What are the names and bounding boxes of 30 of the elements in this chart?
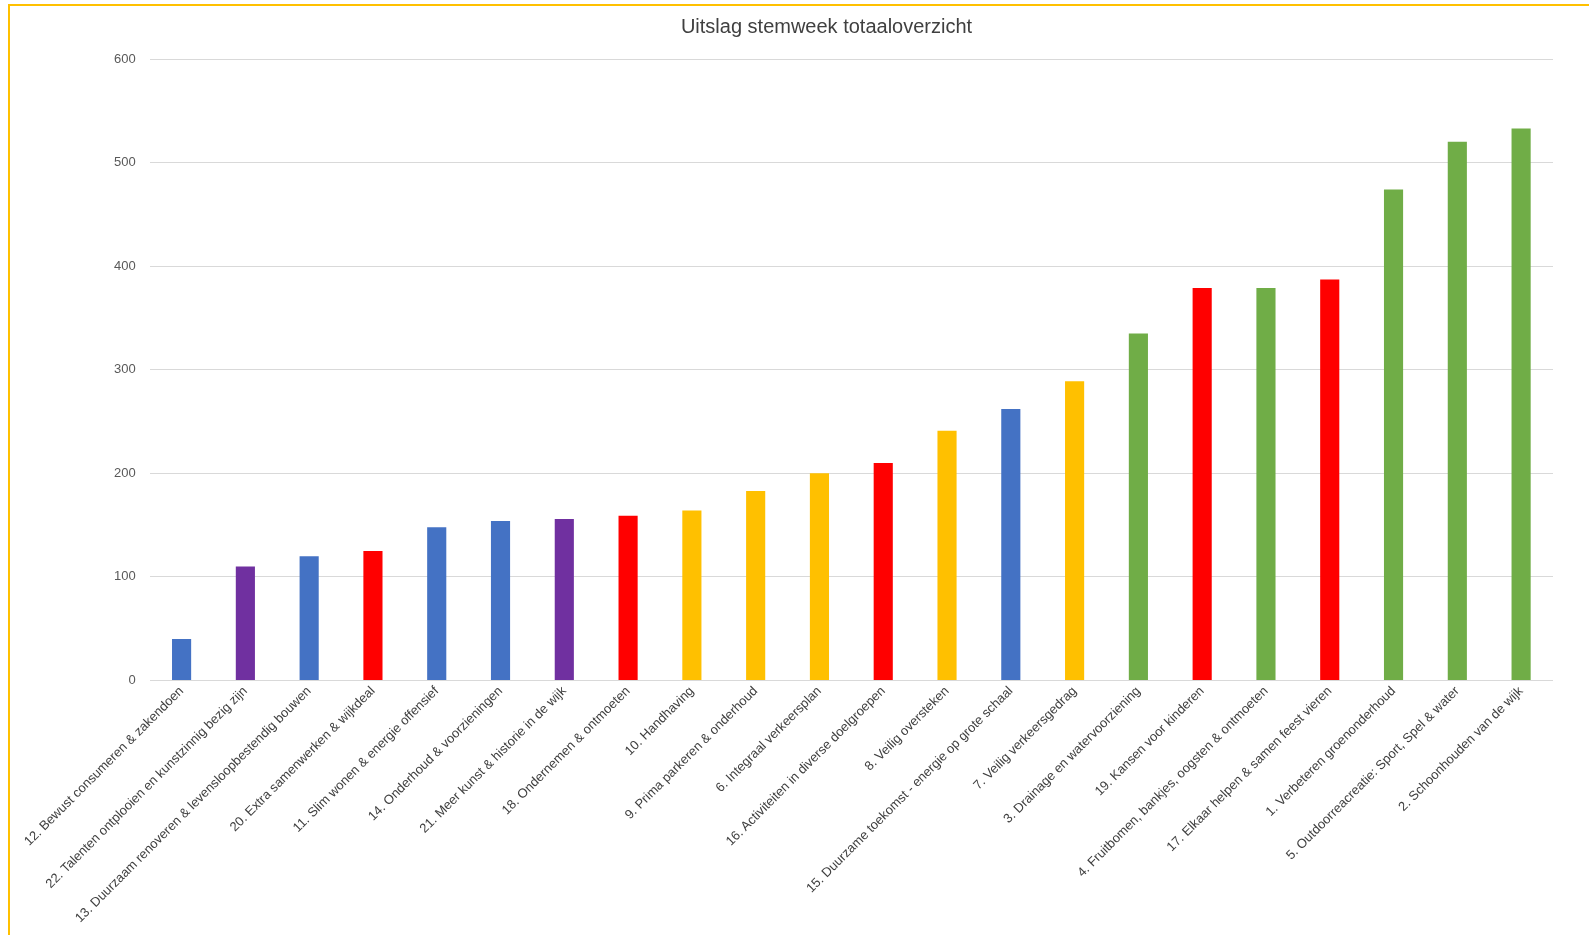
bar: [427, 527, 447, 680]
y-tick-label: 500: [113, 154, 136, 170]
bar: [1065, 381, 1085, 680]
bar: [682, 510, 702, 680]
y-tick-label: 200: [113, 464, 136, 480]
bar: [1128, 333, 1148, 680]
bar: [746, 490, 766, 680]
bar: [1320, 279, 1340, 680]
bar: [618, 515, 638, 680]
bar: [299, 556, 319, 680]
bar: [1447, 141, 1467, 680]
bar: [235, 566, 255, 680]
bar: [1001, 409, 1021, 680]
y-tick-label: 300: [113, 361, 136, 377]
bar: [1383, 189, 1404, 680]
bar: [490, 520, 511, 680]
bar: [873, 462, 893, 680]
y-tick-label: 100: [113, 568, 136, 584]
bar: [554, 518, 574, 680]
bar: [937, 430, 957, 680]
bar: [1511, 128, 1531, 680]
y-tick-label: 400: [113, 257, 136, 273]
y-tick-label: 600: [113, 50, 136, 66]
bar: [363, 551, 383, 680]
bar: [1192, 287, 1212, 680]
bar: [1256, 287, 1276, 680]
y-tick-label: 0: [128, 672, 136, 688]
bar: [809, 473, 830, 680]
chart-title: Uitslag stemweek totaaloverzicht: [680, 14, 973, 37]
bar: [172, 639, 192, 680]
